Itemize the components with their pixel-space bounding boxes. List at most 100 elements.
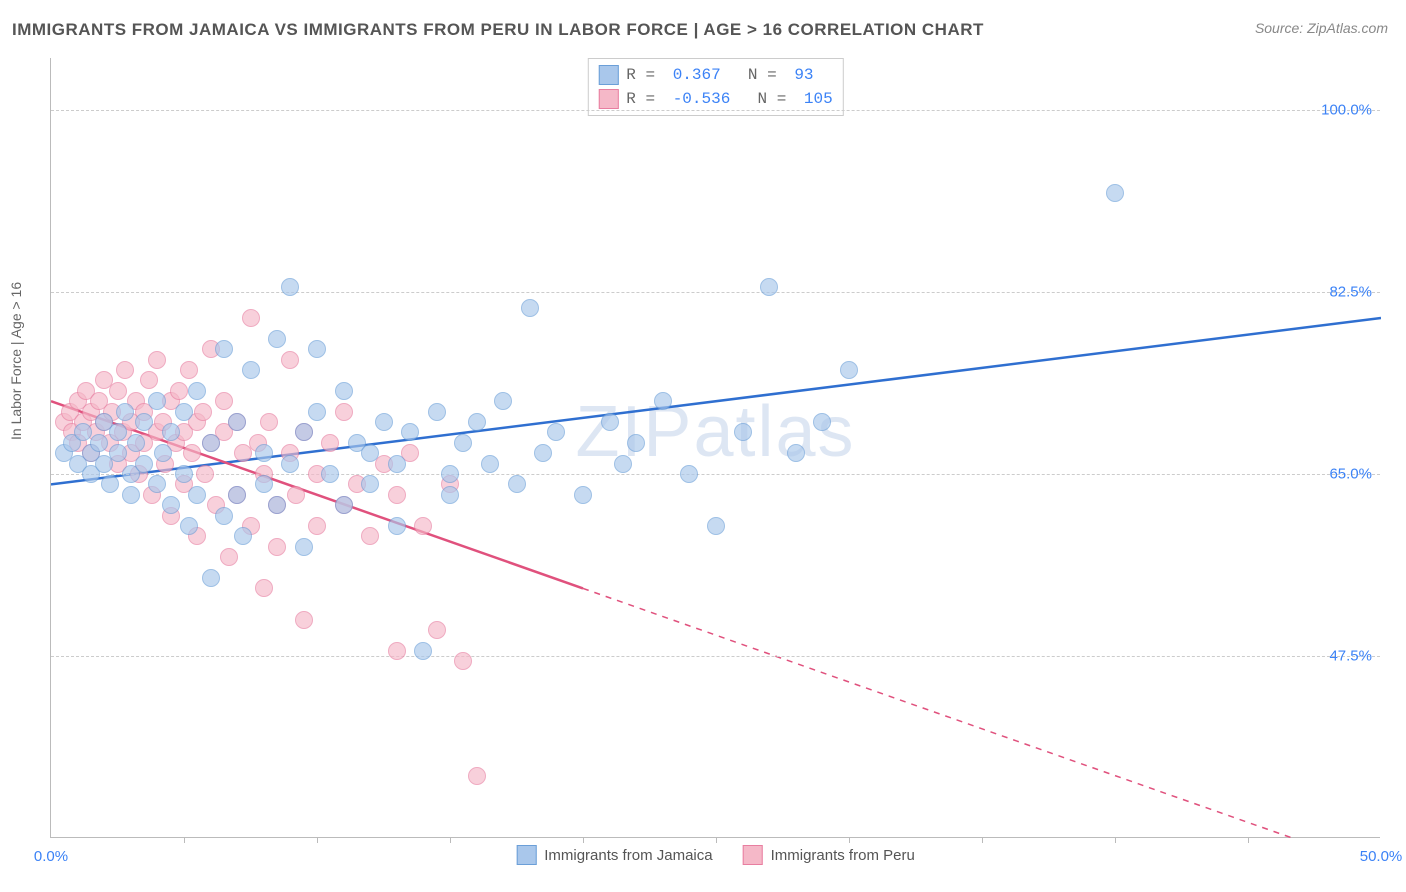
- point-peru: [295, 611, 313, 629]
- point-jamaica: [680, 465, 698, 483]
- point-peru: [388, 642, 406, 660]
- point-jamaica: [534, 444, 552, 462]
- point-peru: [255, 579, 273, 597]
- point-jamaica: [375, 413, 393, 431]
- point-jamaica: [401, 423, 419, 441]
- point-jamaica: [441, 465, 459, 483]
- point-jamaica: [162, 496, 180, 514]
- point-jamaica: [840, 361, 858, 379]
- point-jamaica: [521, 299, 539, 317]
- point-jamaica: [361, 475, 379, 493]
- point-jamaica: [388, 455, 406, 473]
- gridline-h: [51, 474, 1380, 475]
- point-jamaica: [255, 444, 273, 462]
- legend-r-jamaica: 0.367: [673, 63, 721, 87]
- point-jamaica: [574, 486, 592, 504]
- y-tick-label: 82.5%: [1329, 284, 1372, 301]
- point-jamaica: [154, 444, 172, 462]
- point-jamaica: [414, 642, 432, 660]
- point-jamaica: [547, 423, 565, 441]
- point-jamaica: [335, 382, 353, 400]
- point-jamaica: [188, 486, 206, 504]
- point-jamaica: [175, 403, 193, 421]
- point-jamaica: [215, 340, 233, 358]
- point-jamaica: [162, 423, 180, 441]
- point-jamaica: [202, 569, 220, 587]
- point-peru: [281, 351, 299, 369]
- point-jamaica: [234, 527, 252, 545]
- point-peru: [268, 538, 286, 556]
- legend-swatch-jamaica-bottom: [516, 845, 536, 865]
- point-jamaica: [188, 382, 206, 400]
- point-peru: [414, 517, 432, 535]
- point-jamaica: [180, 517, 198, 535]
- point-jamaica: [707, 517, 725, 535]
- point-jamaica: [90, 434, 108, 452]
- point-peru: [116, 361, 134, 379]
- point-peru: [335, 403, 353, 421]
- point-peru: [220, 548, 238, 566]
- point-jamaica: [787, 444, 805, 462]
- legend-row-jamaica: R = 0.367 N = 93: [598, 63, 832, 87]
- point-jamaica: [135, 455, 153, 473]
- legend-swatch-peru: [598, 89, 618, 109]
- point-jamaica: [468, 413, 486, 431]
- point-peru: [140, 371, 158, 389]
- chart-title: IMMIGRANTS FROM JAMAICA VS IMMIGRANTS FR…: [12, 20, 984, 40]
- point-jamaica: [122, 486, 140, 504]
- point-jamaica: [654, 392, 672, 410]
- x-tick-mark: [716, 837, 717, 843]
- point-jamaica: [215, 507, 233, 525]
- point-jamaica: [116, 403, 134, 421]
- point-jamaica: [734, 423, 752, 441]
- point-peru: [215, 392, 233, 410]
- point-jamaica: [101, 475, 119, 493]
- point-jamaica: [109, 444, 127, 462]
- point-jamaica: [148, 475, 166, 493]
- point-jamaica: [228, 413, 246, 431]
- y-tick-label: 65.0%: [1329, 466, 1372, 483]
- point-peru: [109, 382, 127, 400]
- legend-n-label: N =: [729, 63, 787, 87]
- point-jamaica: [148, 392, 166, 410]
- x-tick-mark: [184, 837, 185, 843]
- gridline-h: [51, 292, 1380, 293]
- point-jamaica: [281, 278, 299, 296]
- point-jamaica: [127, 434, 145, 452]
- y-tick-label: 47.5%: [1329, 648, 1372, 665]
- point-peru: [308, 517, 326, 535]
- point-jamaica: [454, 434, 472, 452]
- point-peru: [194, 403, 212, 421]
- correlation-legend: R = 0.367 N = 93 R = -0.536 N = 105: [587, 58, 843, 116]
- point-jamaica: [255, 475, 273, 493]
- legend-item-peru: Immigrants from Peru: [743, 845, 915, 865]
- point-jamaica: [74, 423, 92, 441]
- point-peru: [361, 527, 379, 545]
- legend-n-label: N =: [738, 87, 796, 111]
- point-jamaica: [295, 538, 313, 556]
- legend-n-peru: 105: [804, 87, 833, 111]
- point-peru: [321, 434, 339, 452]
- point-peru: [148, 351, 166, 369]
- point-jamaica: [335, 496, 353, 514]
- source-label: Source: ZipAtlas.com: [1255, 20, 1388, 36]
- gridline-h: [51, 110, 1380, 111]
- point-peru: [428, 621, 446, 639]
- legend-r-peru: -0.536: [673, 87, 731, 111]
- legend-item-jamaica: Immigrants from Jamaica: [516, 845, 712, 865]
- point-peru: [196, 465, 214, 483]
- point-peru: [260, 413, 278, 431]
- point-jamaica: [760, 278, 778, 296]
- legend-r-label: R =: [626, 87, 664, 111]
- legend-swatch-jamaica: [598, 65, 618, 85]
- point-jamaica: [1106, 184, 1124, 202]
- legend-label-jamaica: Immigrants from Jamaica: [544, 847, 712, 864]
- point-jamaica: [202, 434, 220, 452]
- point-jamaica: [614, 455, 632, 473]
- point-jamaica: [481, 455, 499, 473]
- point-jamaica: [295, 423, 313, 441]
- point-peru: [388, 486, 406, 504]
- point-jamaica: [361, 444, 379, 462]
- x-tick-mark: [583, 837, 584, 843]
- point-peru: [180, 361, 198, 379]
